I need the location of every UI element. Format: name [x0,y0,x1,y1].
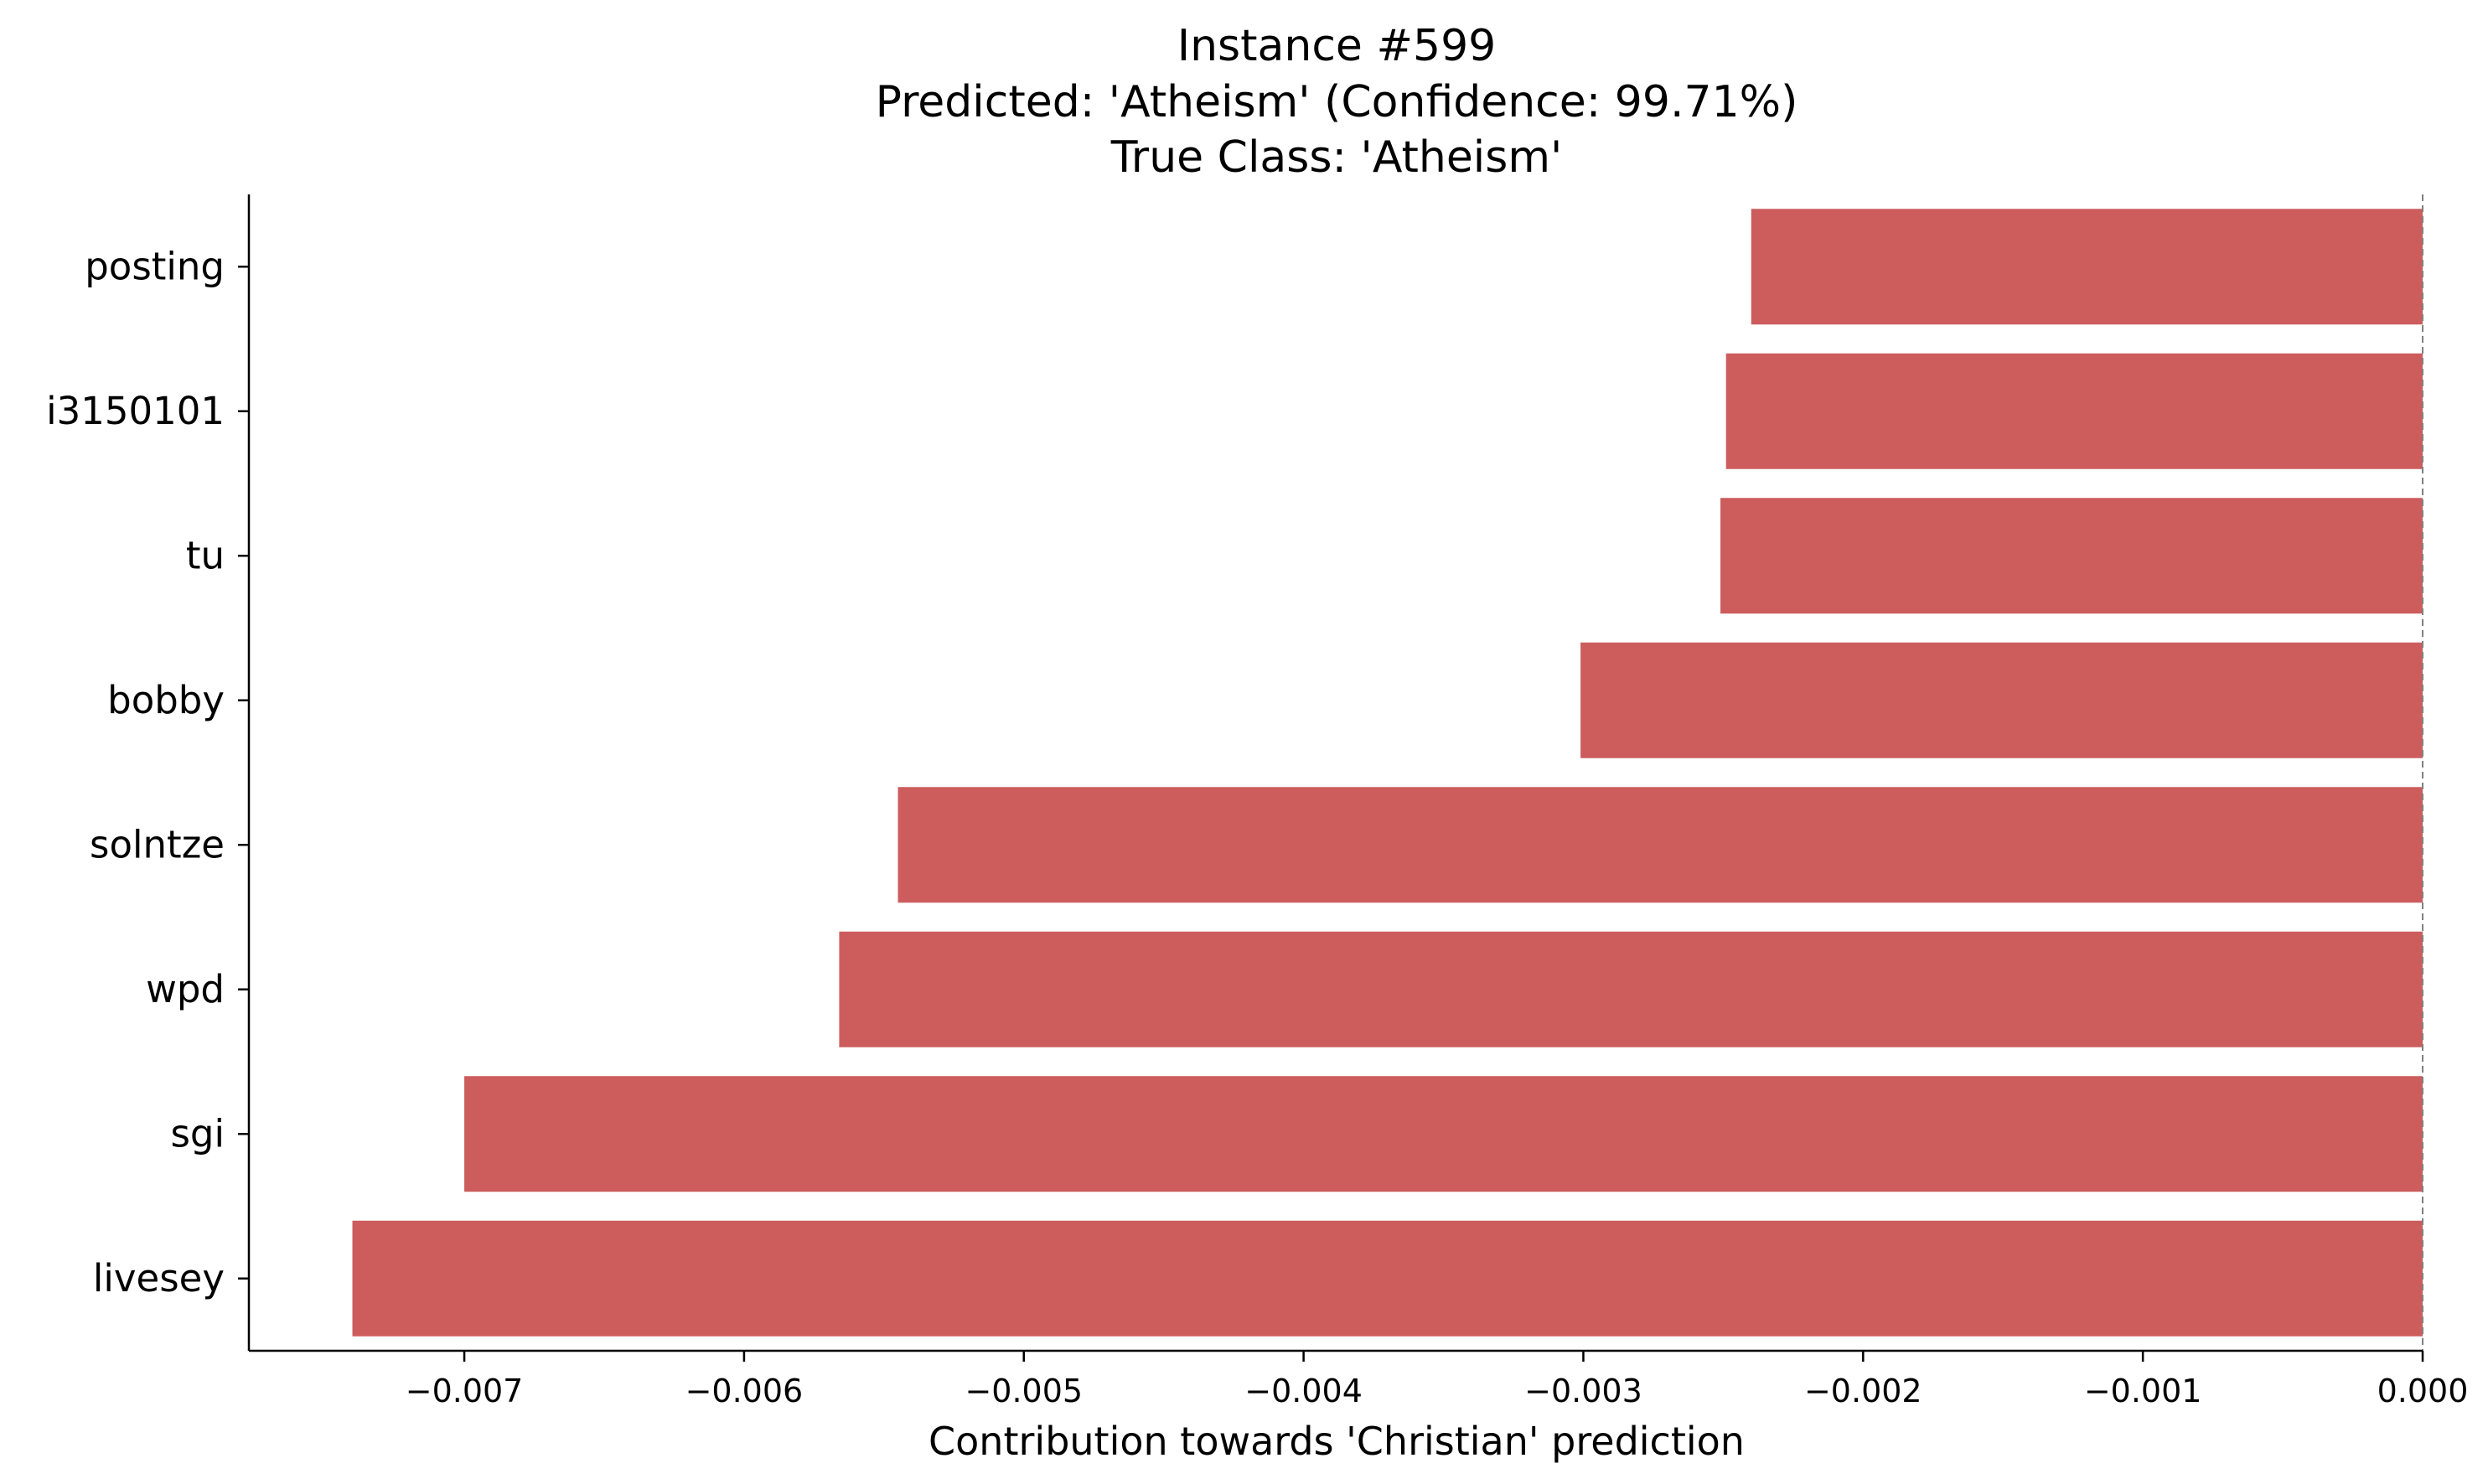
bar-wpd [839,931,2423,1047]
bar-livesey [352,1220,2423,1337]
x-tick-label-2: −0.005 [965,1373,1083,1409]
y-tick-label-solntze: solntze [90,822,225,866]
bar-posting [1751,209,2423,325]
x-tick-label-6: −0.001 [2084,1373,2202,1409]
y-tick-label-bobby: bobby [107,678,225,722]
x-axis-label: Contribution towards 'Christian' predict… [928,1419,1745,1464]
y-tick-label-tu: tu [186,533,225,577]
title-line-2: Predicted: 'Atheism' (Confidence: 99.71%… [876,77,1798,127]
axes-layer: posting i3150101 tu bobby solntze wpd sgi lives… [46,194,2468,1409]
y-tick-label-posting: posting [85,244,225,288]
title-line-1: Instance #599 [1177,21,1497,71]
bar-tu [1720,498,2423,614]
x-tick-label-7: 0.000 [2377,1373,2469,1409]
x-tick-label-0: −0.007 [406,1373,524,1409]
bar-sgi [464,1076,2423,1192]
y-tick-label-wpd: wpd [146,967,225,1011]
x-tick-label-1: −0.006 [685,1373,804,1409]
y-tick-label-livesey: livesey [93,1256,225,1300]
bars-layer [352,209,2423,1337]
bar-i3150101 [1725,353,2423,469]
y-tick-label-i3150101: i3150101 [46,389,225,433]
y-tick-label-sgi: sgi [170,1111,225,1156]
chart-title: Instance #599 Predicted: 'Atheism' (Conf… [876,21,1798,183]
bar-bobby [1580,642,2423,758]
bar-solntze [897,787,2423,903]
x-tick-label-5: −0.002 [1804,1373,1922,1409]
x-tick-label-3: −0.004 [1244,1373,1363,1409]
x-tick-label-4: −0.003 [1524,1373,1642,1409]
title-line-3: True Class: 'Atheism' [1110,132,1563,183]
